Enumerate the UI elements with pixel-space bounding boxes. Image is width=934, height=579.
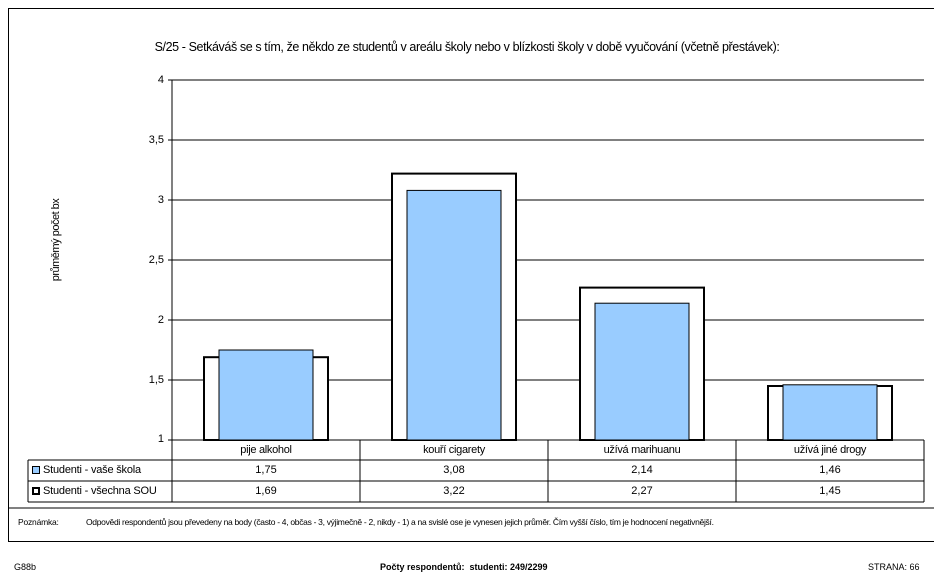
data-cell: 2,14: [631, 464, 653, 476]
data-cell: 1,45: [819, 485, 841, 497]
legend-label: Studenti - všechna SOU: [43, 485, 157, 497]
y-tick-label: 3,5: [148, 134, 164, 146]
y-axis-label: průměrný počet bx: [50, 198, 62, 282]
data-cell: 1,69: [255, 485, 277, 497]
footer-respondents: Počty respondentů: studenti: 249/2299: [380, 562, 548, 572]
chart-frame: [8, 8, 934, 542]
data-cell: 1,46: [819, 464, 841, 476]
category-label: kouří cigarety: [423, 444, 485, 456]
data-cell: 3,08: [443, 464, 465, 476]
category-label: užívá jiné drogy: [793, 444, 867, 456]
data-cell: 2,27: [631, 485, 653, 497]
category-label: užívá marihuanu: [603, 444, 681, 456]
y-tick-label: 1,5: [148, 374, 164, 386]
respondents-value: studenti: 249/2299: [469, 562, 548, 572]
footer-page: STRANA: 66: [868, 562, 920, 572]
footer-code: G88b: [14, 562, 37, 572]
respondents-label: Počty respondentů:: [380, 562, 465, 572]
legend-swatch: [32, 466, 40, 474]
data-cell: 3,22: [443, 485, 465, 497]
legend-item-series-2: Studenti - všechna SOU: [32, 485, 157, 497]
legend-swatch: [32, 487, 40, 495]
bar-series-1: [406, 189, 502, 441]
legend-item-series-1: Studenti - vaše škola: [32, 464, 141, 476]
bar-series-1: [594, 302, 690, 441]
y-tick-label: 4: [157, 74, 164, 86]
chart-title: S/25 - Setkáváš se s tím, že někdo ze st…: [154, 40, 780, 54]
y-tick-label: 2: [157, 314, 164, 326]
data-cell: 1,75: [255, 464, 277, 476]
bar-series-1: [218, 349, 314, 441]
y-tick-label: 3: [157, 194, 164, 206]
legend-label: Studenti - vaše škola: [43, 464, 141, 476]
y-tick-label: 2,5: [148, 254, 164, 266]
bar-series-1: [782, 384, 878, 441]
note-label: Poznámka:: [18, 517, 59, 527]
y-tick-label: 1: [157, 433, 164, 445]
category-label: pije alkohol: [240, 444, 292, 456]
note-text: Odpovědi respondentů jsou převedeny na b…: [86, 517, 714, 527]
